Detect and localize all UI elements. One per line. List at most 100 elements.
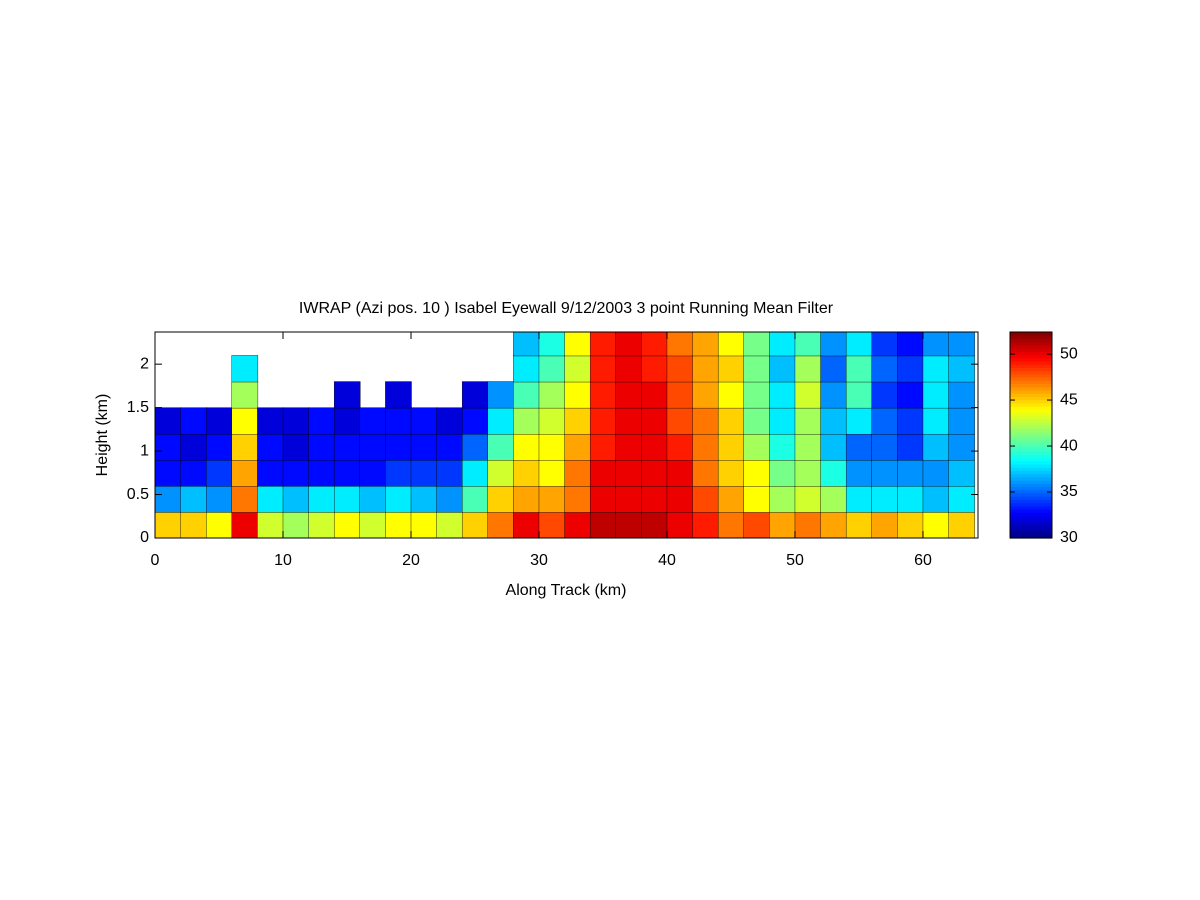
heat-cell xyxy=(589,433,617,461)
heat-cell xyxy=(513,511,540,538)
heat-cell xyxy=(436,433,463,461)
heat-cell xyxy=(871,485,899,513)
heat-cell xyxy=(871,381,899,409)
heat-cell xyxy=(871,459,899,487)
heat-cell xyxy=(922,355,950,383)
heat-cell xyxy=(871,332,899,357)
heat-cell xyxy=(385,459,412,487)
heat-cell xyxy=(641,485,668,513)
heat-cell xyxy=(513,433,540,461)
colorbar-strip xyxy=(1010,409,1052,414)
heat-cell xyxy=(308,511,335,538)
heat-cell xyxy=(333,381,361,409)
chart-title: IWRAP (Azi pos. 10 ) Isabel Eyewall 9/12… xyxy=(299,300,834,317)
heat-cell xyxy=(359,433,387,461)
heat-cell xyxy=(231,381,259,409)
heat-cell xyxy=(692,485,719,513)
heat-cell xyxy=(743,332,771,357)
heat-cell xyxy=(769,511,796,538)
heat-cell xyxy=(794,407,822,435)
heat-cell xyxy=(615,355,643,383)
heat-cell xyxy=(615,381,643,409)
heat-cell xyxy=(487,381,515,409)
heat-cell xyxy=(615,433,643,461)
heat-cell xyxy=(589,511,617,538)
heat-cell xyxy=(897,332,924,357)
heat-cell xyxy=(564,332,591,357)
heat-cell xyxy=(257,511,284,538)
colorbar-strip xyxy=(1010,483,1052,488)
heat-cell xyxy=(410,407,438,435)
heat-cell xyxy=(794,511,822,538)
heat-cell xyxy=(308,459,335,487)
heat-cell xyxy=(538,433,566,461)
heat-cell xyxy=(794,355,822,383)
heat-cell xyxy=(922,485,950,513)
colorbar-strip xyxy=(1010,357,1052,362)
colorbar-strip xyxy=(1010,509,1052,513)
heat-cell xyxy=(180,407,207,435)
heat-cell xyxy=(231,511,259,538)
heat-cell xyxy=(282,407,310,435)
heat-cell xyxy=(717,433,745,461)
heat-cell xyxy=(948,407,975,435)
colorbar-strip xyxy=(1010,386,1052,391)
colorbar-strip xyxy=(1010,406,1052,410)
colorbar-strip xyxy=(1010,412,1052,417)
heat-cell xyxy=(948,433,975,461)
heat-cell xyxy=(794,459,822,487)
x-tick-label: 0 xyxy=(151,552,160,569)
heat-cell xyxy=(180,459,207,487)
heat-cell xyxy=(666,381,694,409)
heat-cell xyxy=(769,407,796,435)
heat-cell xyxy=(743,433,771,461)
colorbar-strip xyxy=(1010,457,1052,462)
heat-cell xyxy=(589,485,617,513)
heat-cell xyxy=(820,355,847,383)
heat-cell xyxy=(333,433,361,461)
colorbar-strip xyxy=(1010,492,1052,497)
heat-cell xyxy=(666,355,694,383)
heat-cell xyxy=(666,511,694,538)
heat-cell xyxy=(564,355,591,383)
colorbar-strip xyxy=(1010,451,1052,455)
heat-cell xyxy=(461,511,489,538)
heat-cell xyxy=(897,407,924,435)
colorbar-strip xyxy=(1010,360,1052,365)
colorbar-strip xyxy=(1010,418,1052,423)
colorbar-strip xyxy=(1010,431,1052,436)
heat-cell xyxy=(845,381,873,409)
heat-cell xyxy=(922,511,950,538)
heat-cell xyxy=(845,332,873,357)
heat-cell xyxy=(666,459,694,487)
colorbar-strip xyxy=(1010,470,1052,475)
heat-cell xyxy=(743,355,771,383)
heat-cell xyxy=(692,355,719,383)
colorbar-strip xyxy=(1010,489,1052,494)
heat-cell xyxy=(205,407,233,435)
colorbar-strip xyxy=(1010,435,1052,439)
colorbar-strip xyxy=(1010,460,1052,465)
heat-cell xyxy=(333,485,361,513)
heat-cell xyxy=(845,407,873,435)
heat-cell xyxy=(487,511,515,538)
x-tick-label: 30 xyxy=(530,552,548,569)
colorbar-strip xyxy=(1010,476,1052,481)
heat-cell xyxy=(692,407,719,435)
heat-cell xyxy=(948,511,975,538)
heat-cell xyxy=(359,459,387,487)
heat-cell xyxy=(155,407,182,435)
colorbar-tick-label: 45 xyxy=(1060,391,1078,408)
heat-cell xyxy=(743,485,771,513)
heatmap-cells xyxy=(155,332,975,538)
colorbar-tick-label: 35 xyxy=(1060,483,1078,500)
heat-cell xyxy=(717,459,745,487)
heat-cell xyxy=(615,459,643,487)
heat-cell xyxy=(794,433,822,461)
heat-cell xyxy=(820,433,847,461)
heat-cell xyxy=(385,511,412,538)
heat-cell xyxy=(769,459,796,487)
x-tick-label: 40 xyxy=(658,552,676,569)
colorbar-strip xyxy=(1010,428,1052,433)
colorbar-strip xyxy=(1010,518,1052,523)
